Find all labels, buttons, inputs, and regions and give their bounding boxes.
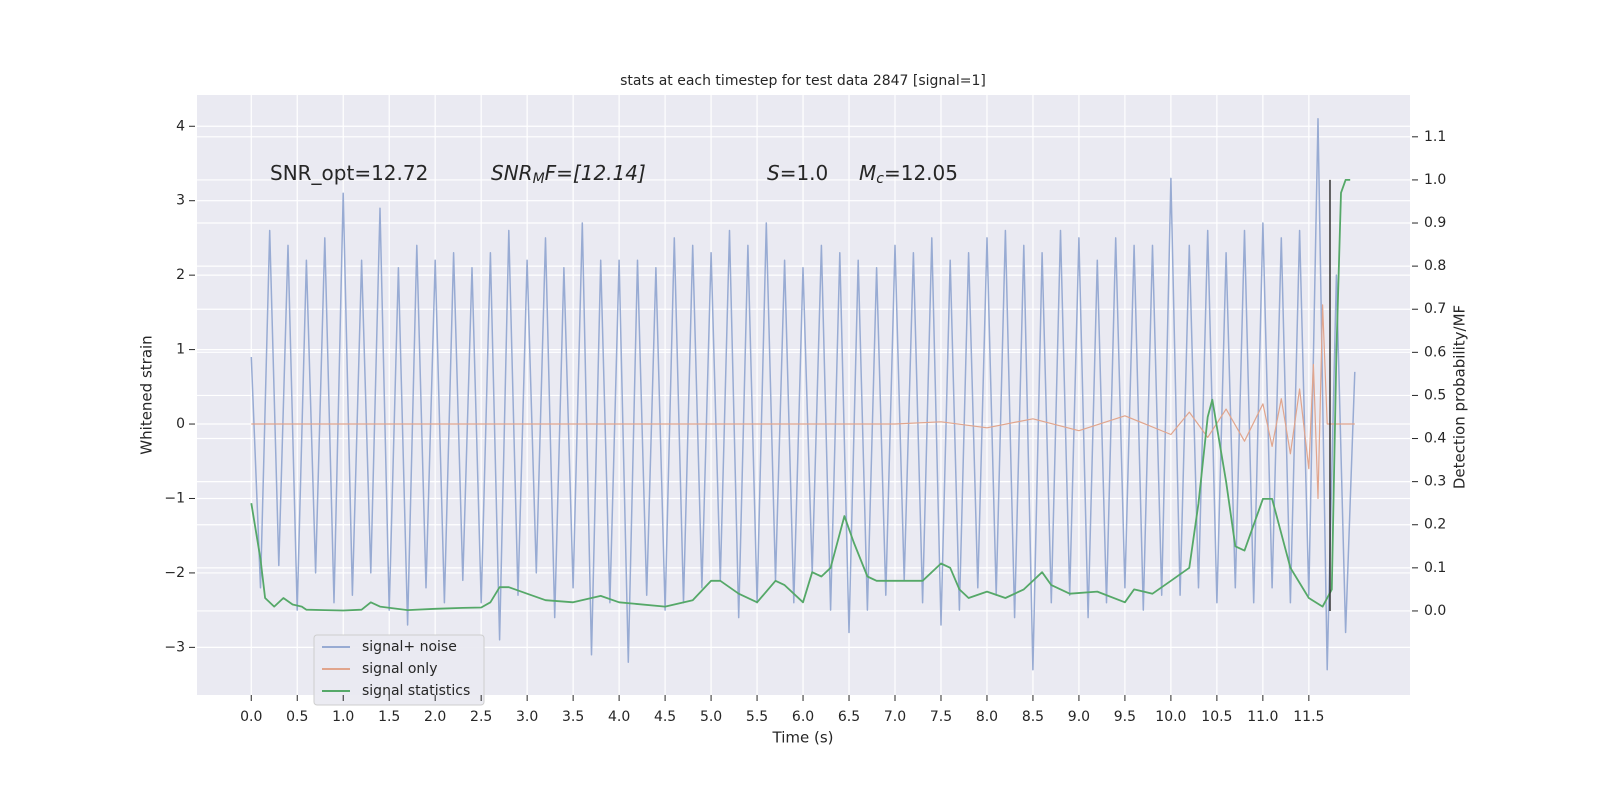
y-tick-label: −2 xyxy=(164,565,185,581)
x-tick-label: 9.5 xyxy=(1114,709,1136,725)
x-tick-label: 10.5 xyxy=(1201,709,1232,725)
x-tick-label: 4.5 xyxy=(654,709,676,725)
legend: signal+ noise signal only signal statistic… xyxy=(313,634,485,706)
marks xyxy=(250,118,1356,671)
annotation: SNR_opt=12.72 xyxy=(270,161,428,185)
x-tick-label: 11.0 xyxy=(1247,709,1278,725)
x-tick-label: 0.5 xyxy=(286,709,308,725)
x-tick-label: 1.5 xyxy=(378,709,400,725)
y-tick-label: −3 xyxy=(164,639,185,655)
series-line xyxy=(250,118,1356,671)
chart-title: stats at each timestep for test data 284… xyxy=(620,73,986,89)
y-tick-label: 1 xyxy=(176,342,185,358)
y-tick-label: 3 xyxy=(176,193,185,209)
x-tick-label: 8.5 xyxy=(1022,709,1044,725)
series-line xyxy=(251,304,1355,500)
annotation-sub: M xyxy=(533,171,545,187)
annotation-text: M xyxy=(859,161,876,185)
x-tick-label: 10.0 xyxy=(1155,709,1186,725)
y-tick-label: 2 xyxy=(176,267,185,283)
legend-label: signal only xyxy=(362,661,437,677)
y2-tick-label: 0.6 xyxy=(1424,344,1446,360)
y2-tick-label: 0.8 xyxy=(1424,258,1446,274)
x-axis-label: Time (s) xyxy=(772,729,834,747)
annotation-text: SNR_opt=12.72 xyxy=(270,161,428,185)
y2-tick-label: 1.0 xyxy=(1424,172,1446,188)
annotation: SNRMF=[12.14] xyxy=(491,161,646,188)
y2-tick-label: 0.4 xyxy=(1424,431,1446,447)
y-axis-label: Whitened strain xyxy=(138,335,156,454)
legend-label: signal+ noise xyxy=(362,639,457,655)
x-tick-label: 8.0 xyxy=(976,709,998,725)
annotation-text: =12.05 xyxy=(884,161,958,185)
y2-tick-label: 0.0 xyxy=(1424,603,1446,619)
y2-tick-label: 0.7 xyxy=(1424,301,1446,317)
y2-axis-label: Detection probability/MF xyxy=(1451,305,1469,489)
x-tick-label: 3.5 xyxy=(562,709,584,725)
y2-tick-label: 0.1 xyxy=(1424,560,1446,576)
x-tick-label: 4.0 xyxy=(608,709,630,725)
x-tick-label: 11.5 xyxy=(1293,709,1324,725)
legend-label: signal statistics xyxy=(362,683,470,699)
x-tick-label: 9.0 xyxy=(1068,709,1090,725)
y2-tick-label: 0.9 xyxy=(1424,215,1446,231)
x-tick-label: 0.0 xyxy=(240,709,262,725)
annotation-sub: c xyxy=(876,171,884,187)
x-tick-label: 6.0 xyxy=(792,709,814,725)
annotation-text: F=[12.14] xyxy=(545,161,646,185)
x-tick-label: 6.5 xyxy=(838,709,860,725)
annotation: S=1.0 xyxy=(767,161,828,185)
legend-box xyxy=(313,634,485,706)
annotation-text: =1.0 xyxy=(780,161,829,185)
y-tick-label: 4 xyxy=(176,118,185,134)
y2-tick-label: 1.1 xyxy=(1424,129,1446,145)
annotation-text: S xyxy=(767,161,780,185)
annotation-text: SNR xyxy=(491,161,533,185)
y2-tick-label: 0.2 xyxy=(1424,517,1446,533)
x-tick-label: 7.0 xyxy=(884,709,906,725)
x-tick-label: 5.0 xyxy=(700,709,722,725)
x-tick-label: 2.5 xyxy=(470,709,492,725)
y-tick-label: −1 xyxy=(164,490,185,506)
x-tick-label: 5.5 xyxy=(746,709,768,725)
x-tick-label: 3.0 xyxy=(516,709,538,725)
x-tick-label: 1.0 xyxy=(332,709,354,725)
y2-tick-label: 0.5 xyxy=(1424,387,1446,403)
y-tick-label: 0 xyxy=(176,416,185,432)
x-tick-label: 7.5 xyxy=(930,709,952,725)
y2-tick-label: 0.3 xyxy=(1424,474,1446,490)
annotation: Mc=12.05 xyxy=(859,161,958,188)
series-line xyxy=(250,179,1351,612)
x-tick-label: 2.0 xyxy=(424,709,446,725)
